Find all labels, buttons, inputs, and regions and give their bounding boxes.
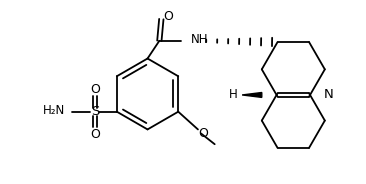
Text: O: O: [163, 10, 173, 23]
Polygon shape: [242, 93, 262, 97]
Text: H: H: [228, 89, 237, 101]
Text: NH: NH: [191, 33, 208, 46]
Text: O: O: [90, 83, 100, 95]
Text: O: O: [90, 128, 100, 141]
Text: S: S: [91, 105, 99, 118]
Text: N: N: [324, 89, 334, 101]
Text: O: O: [198, 127, 208, 140]
Text: H₂N: H₂N: [42, 104, 65, 117]
